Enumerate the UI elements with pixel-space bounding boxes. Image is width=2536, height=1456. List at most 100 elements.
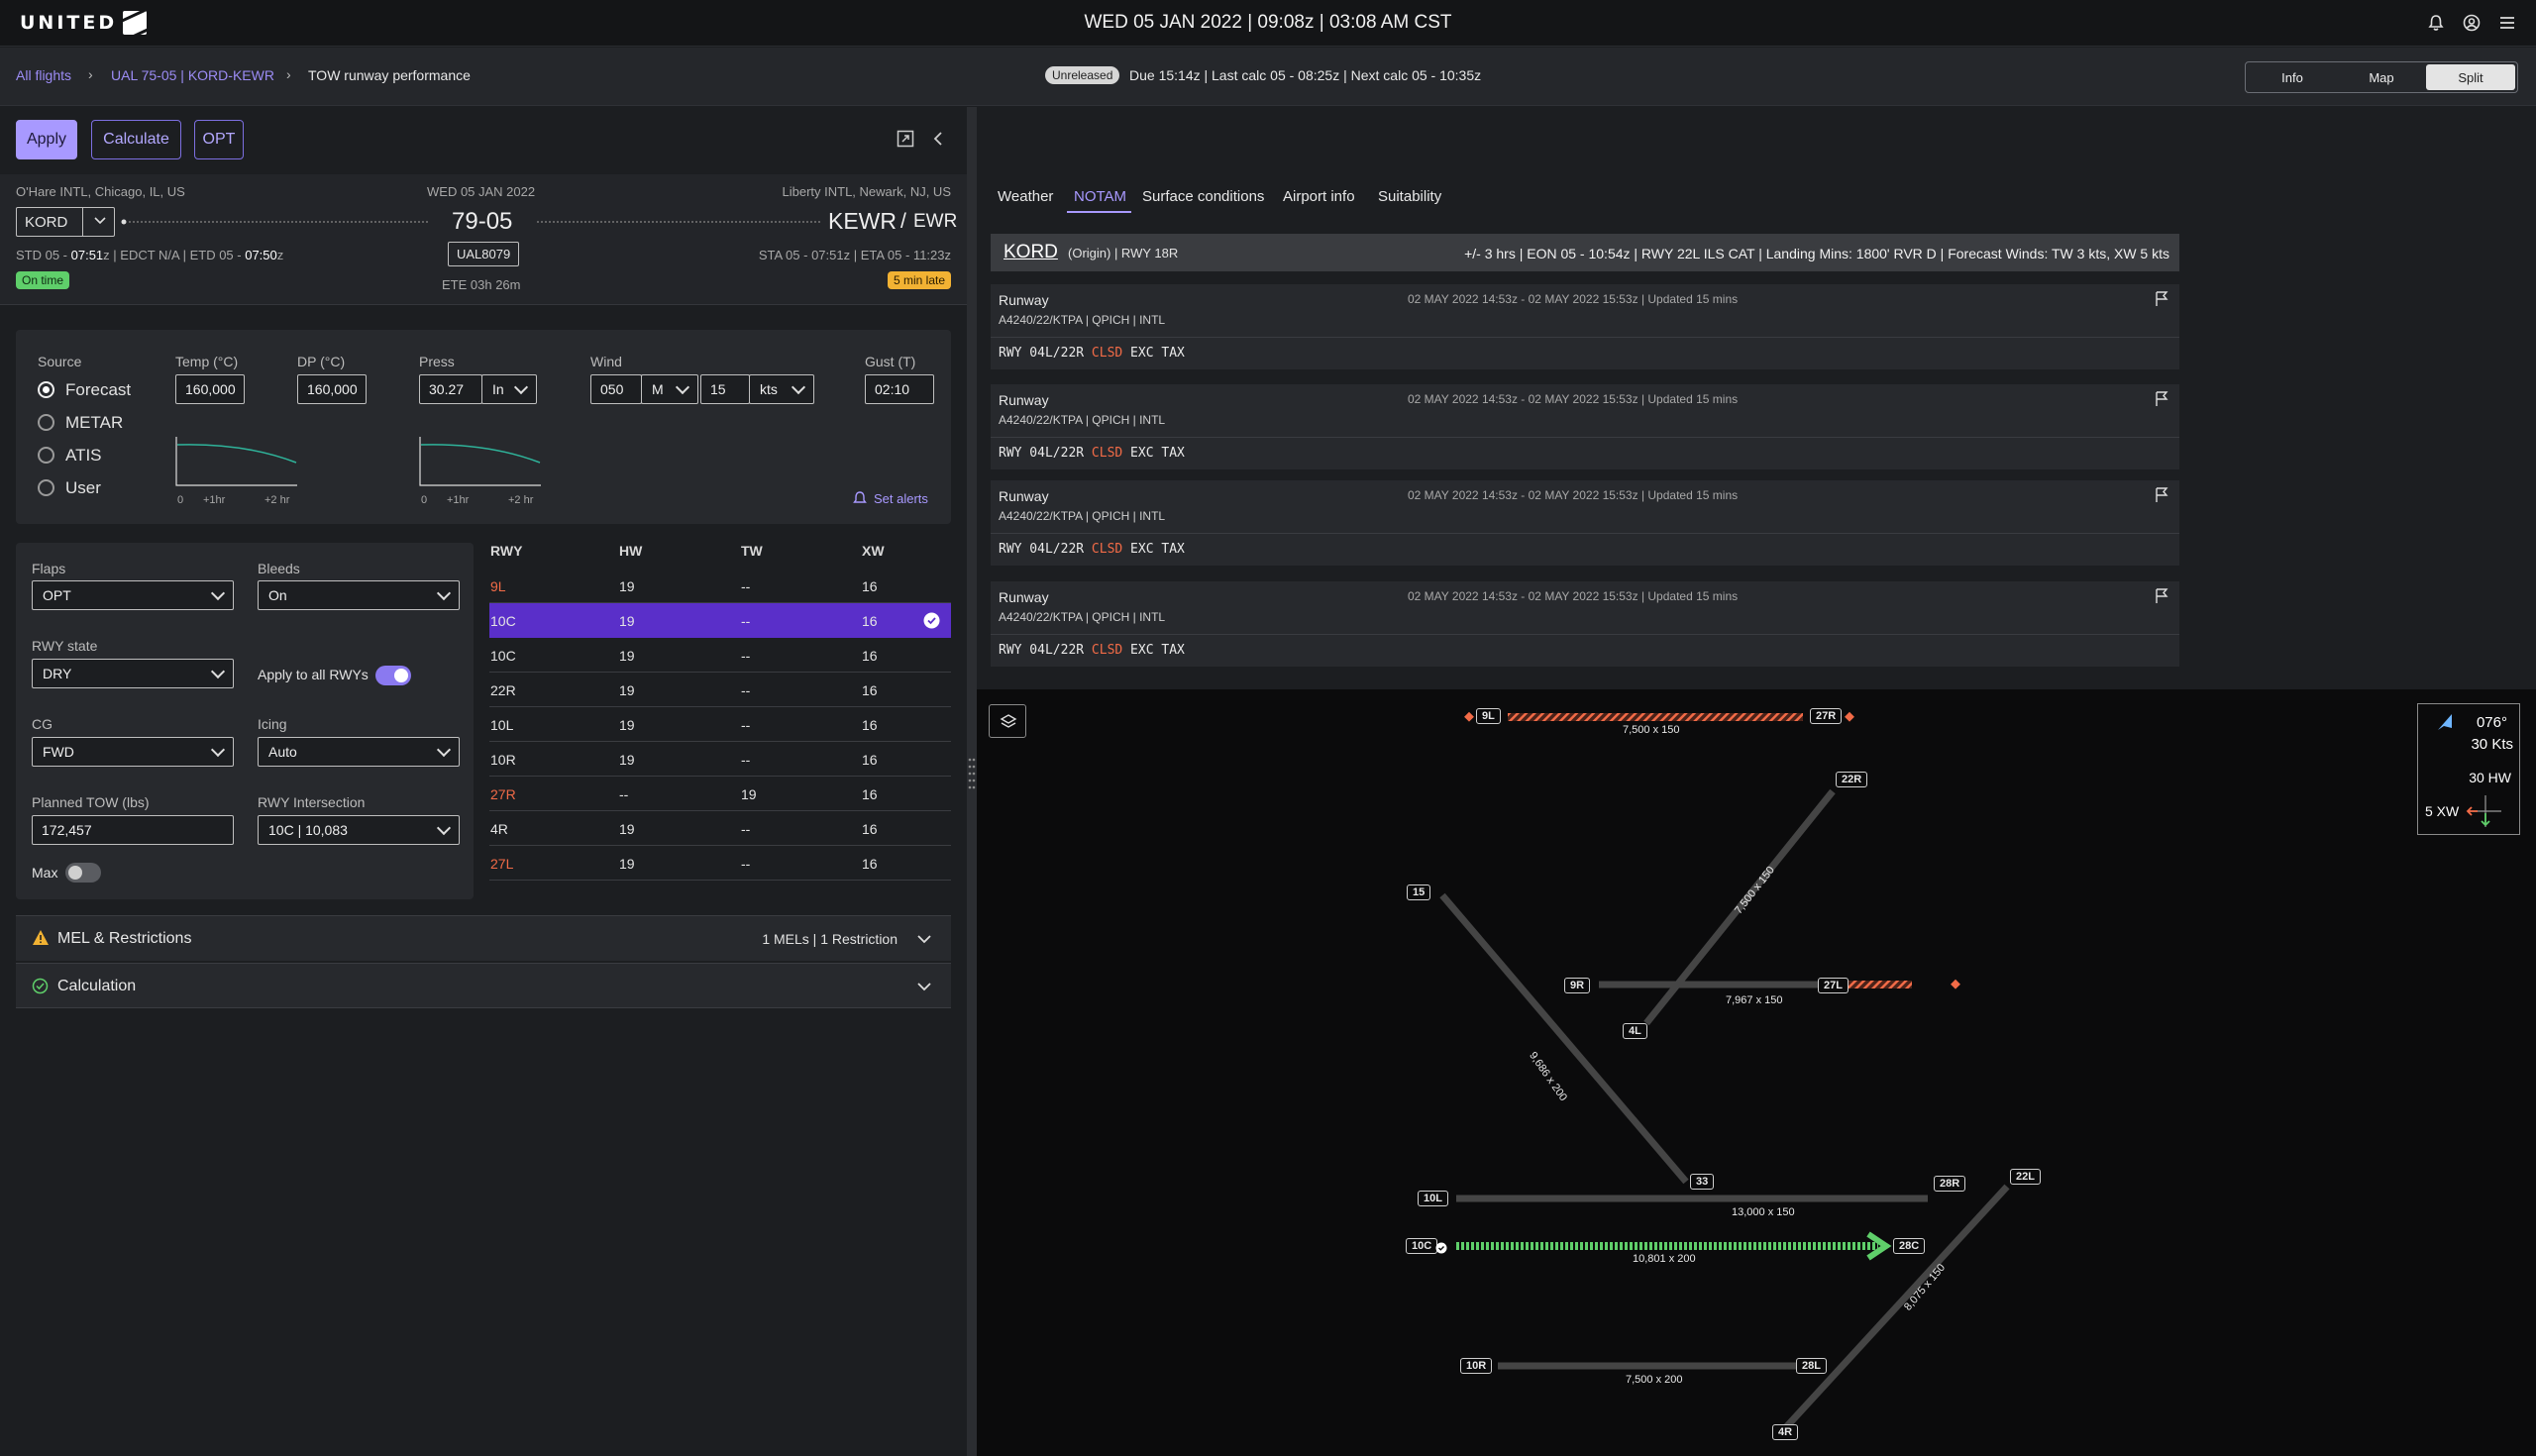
airport-code[interactable]: KORD — [1004, 242, 1058, 262]
runway-cell-rwy: 4R — [490, 821, 508, 837]
bleeds-label: Bleeds — [258, 561, 300, 576]
hamburger-menu-icon[interactable] — [2496, 12, 2518, 34]
popout-icon[interactable] — [897, 130, 914, 153]
tab-surface-conditions[interactable]: Surface conditions — [1142, 188, 1265, 205]
map-label-r27r[interactable]: 27R — [1810, 708, 1843, 724]
origin-select[interactable]: KORD — [16, 207, 115, 237]
set-alerts-link[interactable]: Set alerts — [874, 491, 928, 506]
bleeds-select[interactable]: On — [258, 580, 460, 610]
airport-map[interactable] — [977, 689, 2536, 1456]
flight-number: 79-05 — [452, 208, 513, 235]
layers-button[interactable] — [989, 704, 1026, 738]
calculate-button[interactable]: Calculate — [91, 120, 181, 159]
press-unit-select[interactable]: In — [481, 374, 537, 404]
user-circle-icon[interactable] — [2461, 12, 2483, 34]
map-label-r22l[interactable]: 22L — [2010, 1169, 2041, 1185]
map-label-r33[interactable]: 33 — [1690, 1174, 1715, 1190]
radio-user[interactable] — [38, 479, 54, 496]
map-label-r9l[interactable]: 9L — [1476, 708, 1501, 724]
runway-22l-4r — [1782, 1184, 2010, 1431]
rwy-state-select[interactable]: DRY — [32, 659, 234, 688]
map-label-r9r[interactable]: 9R — [1564, 978, 1591, 993]
map-label-r28l[interactable]: 28L — [1796, 1358, 1827, 1374]
runway-row[interactable]: 10C 19 -- 16 — [489, 603, 951, 638]
runway-cell-hw: 19 — [619, 752, 635, 768]
wind-speed-input[interactable]: 15 — [700, 374, 750, 404]
apply-button[interactable]: Apply — [16, 120, 77, 159]
view-split[interactable]: Split — [2426, 64, 2515, 90]
max-toggle[interactable] — [65, 863, 101, 883]
intersection-select[interactable]: 10C | 10,083 — [258, 815, 460, 845]
flight-date: WED 05 JAN 2022 — [427, 184, 536, 199]
map-label-r15[interactable]: 15 — [1407, 884, 1431, 900]
temp-input[interactable]: 160,000 — [175, 374, 245, 404]
bell-alert-icon[interactable] — [852, 490, 868, 511]
collapse-icon[interactable] — [929, 130, 947, 153]
runway-row[interactable]: 10C 19 -- 16 — [489, 638, 951, 673]
tow-input[interactable]: 172,457 — [32, 815, 234, 845]
runway-27l-closed-section — [1837, 981, 1912, 988]
breadcrumb-all-flights[interactable]: All flights — [16, 67, 72, 83]
dp-input[interactable]: 160,000 — [297, 374, 367, 404]
map-label-r10c[interactable]: 10C — [1406, 1238, 1438, 1254]
notam-time: 02 MAY 2022 14:53z - 02 MAY 2022 15:53z … — [1408, 392, 1739, 406]
flag-icon[interactable] — [2154, 587, 2169, 609]
runway-row[interactable]: 4R 19 -- 16 — [489, 811, 951, 846]
runway-row[interactable]: 10R 19 -- 16 — [489, 742, 951, 777]
tab-airport-info[interactable]: Airport info — [1283, 188, 1355, 205]
flag-icon[interactable] — [2154, 290, 2169, 312]
source-label: Source — [38, 354, 82, 369]
map-label-r10l[interactable]: 10L — [1418, 1191, 1448, 1206]
map-label-r4r[interactable]: 4R — [1772, 1424, 1799, 1440]
runway-cell-xw: 16 — [862, 786, 878, 802]
flag-icon[interactable] — [2154, 486, 2169, 508]
map-label-r28r[interactable]: 28R — [1934, 1176, 1966, 1192]
opt-button[interactable]: OPT — [194, 120, 244, 159]
map-label-r22r[interactable]: 22R — [1836, 772, 1868, 787]
tab-weather[interactable]: Weather — [998, 188, 1054, 205]
closed-marker-icon — [1951, 979, 1960, 989]
view-info[interactable]: Info — [2281, 69, 2303, 85]
view-map[interactable]: Map — [2369, 69, 2394, 85]
calculation-accordion[interactable]: Calculation — [16, 963, 951, 1008]
map-label-r28c[interactable]: 28C — [1893, 1238, 1926, 1254]
split-divider[interactable] — [967, 107, 977, 1456]
chevron-right-icon: › — [286, 66, 291, 82]
radio-metar[interactable] — [38, 414, 54, 431]
flaps-select[interactable]: OPT — [32, 580, 234, 610]
notam-id: A4240/22/KTPA | QPICH | INTL — [999, 509, 1166, 523]
closed-marker-icon — [1845, 711, 1854, 722]
destination-alt-code: EWR — [913, 211, 958, 232]
gust-input[interactable]: 02:10 — [865, 374, 934, 404]
max-label: Max — [32, 865, 58, 881]
radio-forecast[interactable] — [38, 381, 54, 398]
breadcrumb-flight[interactable]: UAL 75-05 | KORD-KEWR — [111, 67, 274, 83]
flag-icon[interactable] — [2154, 390, 2169, 412]
runway-row[interactable]: 9L 19 -- 16 — [489, 569, 951, 603]
runway-row[interactable]: 22R 19 -- 16 — [489, 673, 951, 707]
map-label-r27l[interactable]: 27L — [1818, 978, 1849, 993]
wind-reference-select[interactable]: M — [641, 374, 698, 404]
icing-select[interactable]: Auto — [258, 737, 460, 767]
notam-time: 02 MAY 2022 14:53z - 02 MAY 2022 15:53z … — [1408, 589, 1739, 603]
runway-cell-xw: 16 — [862, 717, 878, 733]
runway-row[interactable]: 10L 19 -- 16 — [489, 707, 951, 742]
wind-unit-select[interactable]: kts — [749, 374, 814, 404]
radio-atis[interactable] — [38, 447, 54, 464]
bell-icon[interactable] — [2425, 12, 2447, 34]
wind-direction-input[interactable]: 050 — [590, 374, 642, 404]
apply-all-toggle[interactable] — [375, 666, 411, 685]
tab-notam[interactable]: NOTAM — [1074, 188, 1127, 205]
runway-cell-tw: -- — [741, 613, 751, 629]
runway-cell-xw: 16 — [862, 682, 878, 698]
map-label-d6: 10,801 x 200 — [1633, 1253, 1696, 1265]
press-input[interactable]: 30.27 — [419, 374, 482, 404]
map-label-r4l[interactable]: 4L — [1623, 1023, 1647, 1039]
map-label-r10r[interactable]: 10R — [1460, 1358, 1493, 1374]
mel-accordion[interactable]: MEL & Restrictions 1 MELs | 1 Restrictio… — [16, 915, 951, 961]
runway-row[interactable]: 27R -- 19 16 — [489, 777, 951, 811]
tab-suitability[interactable]: Suitability — [1378, 188, 1442, 205]
chevron-down-icon — [92, 212, 108, 233]
cg-select[interactable]: FWD — [32, 737, 234, 767]
runway-row[interactable]: 27L 19 -- 16 — [489, 846, 951, 881]
